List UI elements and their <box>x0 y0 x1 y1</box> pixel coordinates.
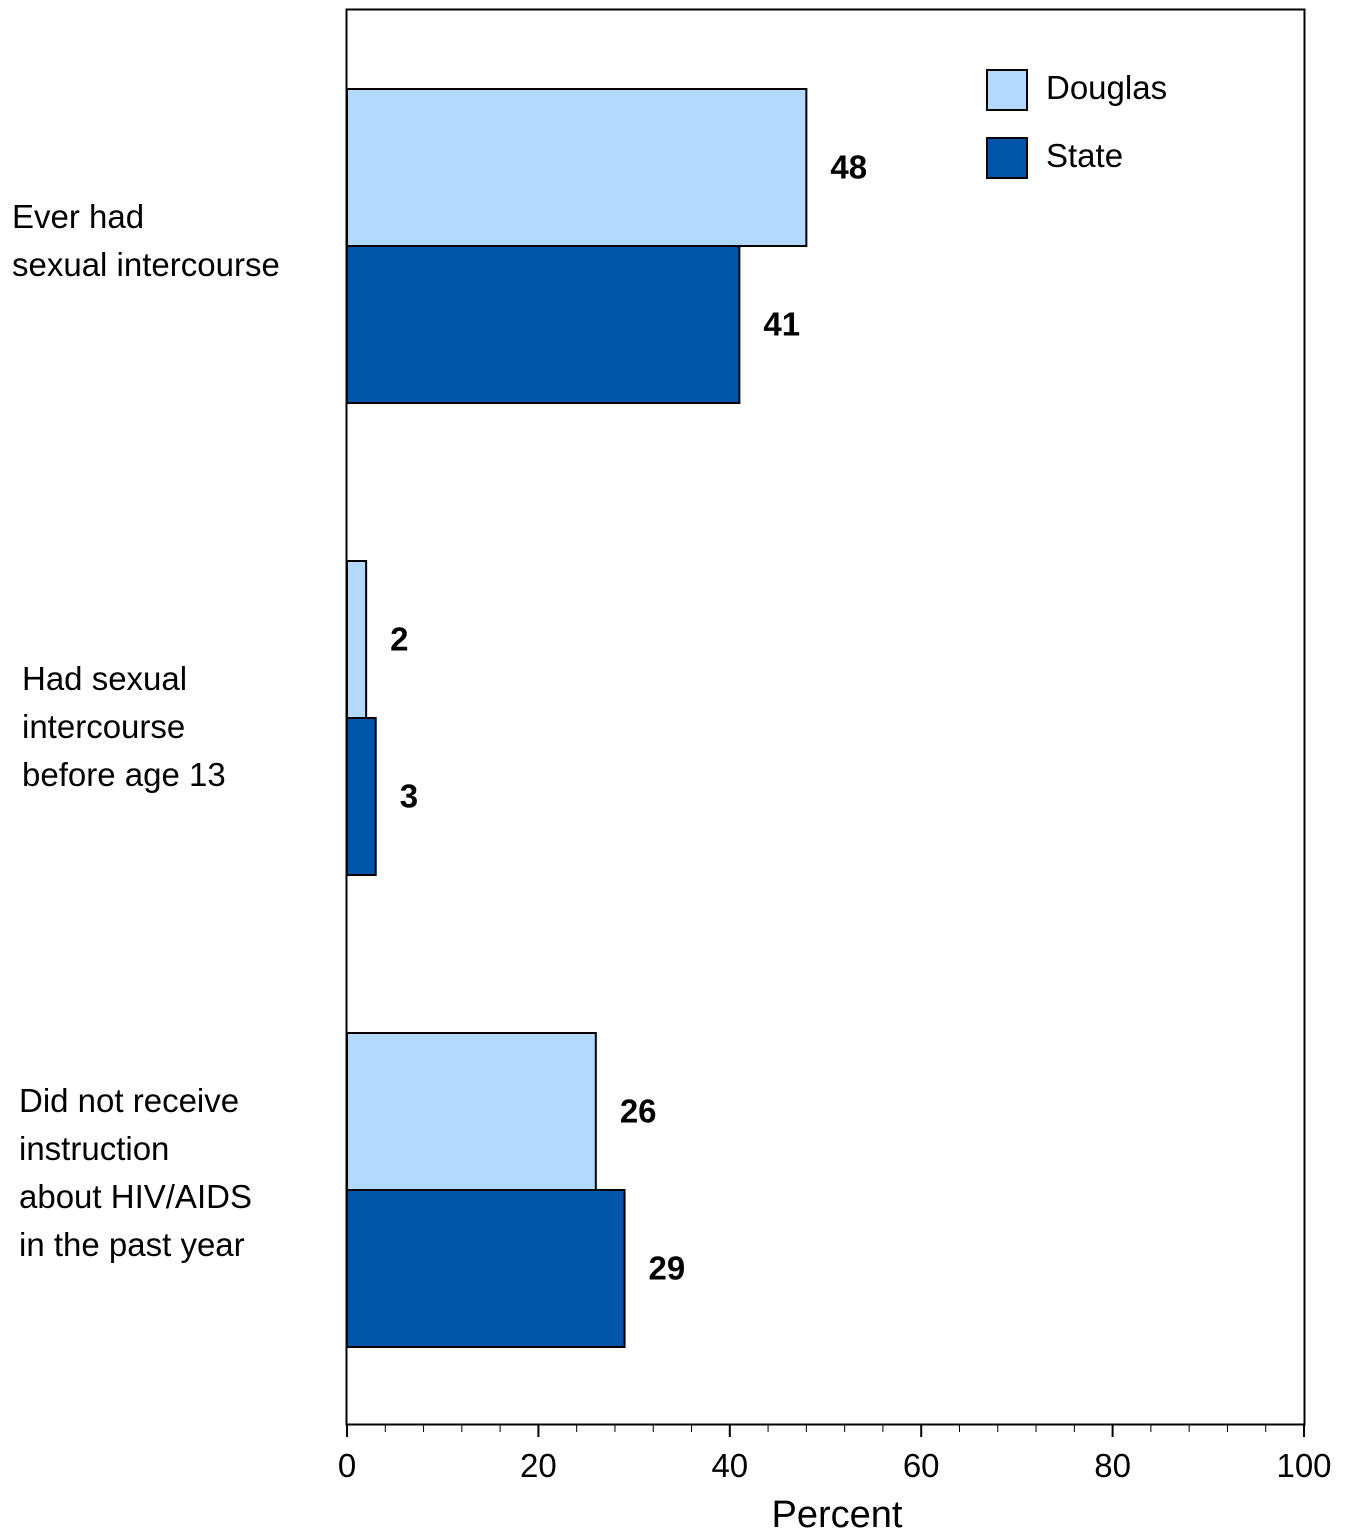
data-label-state-2: 29 <box>649 1250 686 1287</box>
data-label-douglas-0: 48 <box>830 149 867 186</box>
bar-douglas-2 <box>346 1032 597 1191</box>
x-tick-label: 80 <box>1094 1447 1131 1484</box>
bar-douglas-0 <box>346 88 808 247</box>
legend-label-douglas: Douglas <box>1046 69 1167 106</box>
x-tick-label: 0 <box>338 1447 356 1484</box>
x-tick-label: 100 <box>1276 1447 1331 1484</box>
legend-swatch-state <box>986 137 1028 179</box>
category-label-2: Did not receive instruction about HIV/AI… <box>19 1082 252 1263</box>
x-axis-ticks: 0 20 40 60 80 100 <box>338 1425 1332 1484</box>
bar-state-0 <box>346 245 741 404</box>
data-label-state-1: 3 <box>400 778 418 815</box>
bar-douglas-1 <box>346 560 368 719</box>
legend-label-state: State <box>1046 137 1123 174</box>
x-axis-title: Percent <box>772 1494 903 1536</box>
category-label-0: Ever had sexual intercourse <box>12 198 280 283</box>
category-label-1: Had sexual intercourse before age 13 <box>22 660 226 793</box>
bars-group <box>346 88 808 1348</box>
data-label-douglas-1: 2 <box>390 621 408 658</box>
data-label-state-0: 41 <box>763 306 800 343</box>
x-tick-label: 40 <box>711 1447 748 1484</box>
value-labels-group: 48 2 26 41 3 29 <box>390 149 867 1287</box>
data-label-douglas-2: 26 <box>620 1093 657 1130</box>
bar-state-2 <box>346 1189 626 1348</box>
x-tick-label: 20 <box>520 1447 557 1484</box>
bar-state-1 <box>346 717 377 876</box>
legend: Douglas State <box>986 69 1167 179</box>
plot-frame <box>345 8 1306 1426</box>
legend-swatch-douglas <box>986 69 1028 111</box>
x-tick-label: 60 <box>903 1447 940 1484</box>
